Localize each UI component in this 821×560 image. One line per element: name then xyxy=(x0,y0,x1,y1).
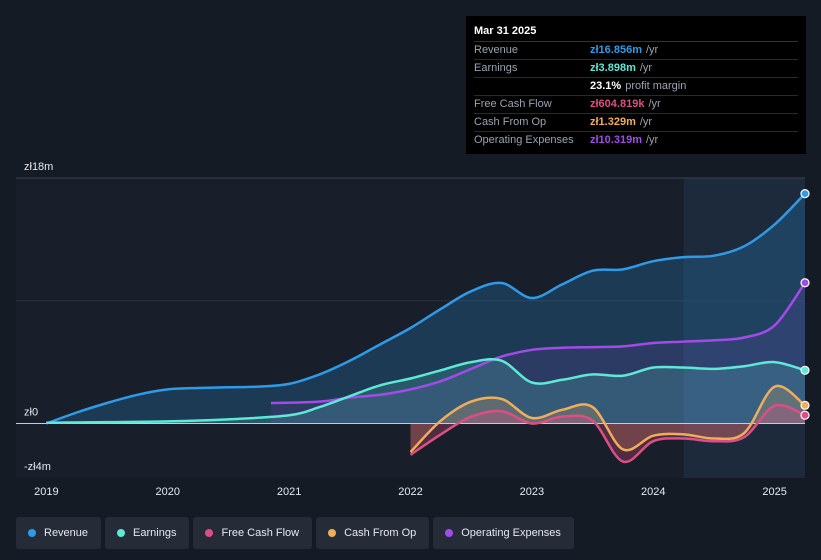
series-end-point-cash-from-op xyxy=(800,400,810,410)
series-line-cash-from-op xyxy=(409,384,806,453)
x-tick-label: 2024 xyxy=(641,486,665,498)
x-tick-label: 2019 xyxy=(34,486,58,498)
tooltip-label: Free Cash Flow xyxy=(474,98,552,110)
tooltip-value: zł16.856m xyxy=(590,44,642,56)
series-end-point-earnings xyxy=(800,365,810,375)
series-line-earnings xyxy=(46,357,806,425)
series-area-free-cash-flow xyxy=(410,405,805,462)
x-tick-label: 2022 xyxy=(398,486,422,498)
tooltip-row-cash-from-op: Cash From Op zł1.329m /yr xyxy=(474,114,798,132)
y-tick-label: -zł4m xyxy=(24,461,51,473)
tooltip-row-revenue: Revenue zł16.856m /yr xyxy=(474,42,798,60)
series-area-revenue xyxy=(46,193,806,424)
tooltip-date: Mar 31 2025 xyxy=(474,24,798,42)
y-tick-label: zł0 xyxy=(24,406,38,418)
tooltip-row-profit-margin: 23.1% profit margin xyxy=(474,78,798,96)
legend-dot-icon xyxy=(28,529,36,537)
legend-dot-icon xyxy=(205,529,214,537)
series-end-point-operating-expenses xyxy=(800,278,810,288)
x-tick-label: 2021 xyxy=(277,486,301,498)
legend-label: Earnings xyxy=(133,527,177,539)
tooltip-value: zł1.329m xyxy=(590,116,636,128)
chart-area: zł18m zł0 -zł4m 2019 2020 2021 2022 2023 2024 202… xyxy=(16,161,810,498)
tooltip-unit: profit margin xyxy=(625,80,687,92)
tooltip-unit: /yr xyxy=(639,116,653,128)
series-line-revenue xyxy=(45,192,806,425)
tooltip-unit: /yr xyxy=(639,62,653,74)
legend-item-cash-from-op[interactable]: Cash From Op xyxy=(316,517,430,549)
series-area-operating-expenses xyxy=(270,282,805,424)
y-tick-label: zł18m xyxy=(24,161,53,173)
series-line-operating-expenses xyxy=(270,281,807,405)
x-tick-label: 2020 xyxy=(155,486,179,498)
x-tick-label: 2025 xyxy=(762,486,786,498)
tooltip-value: zł604.819k xyxy=(590,98,645,110)
legend-item-revenue[interactable]: Revenue xyxy=(16,517,102,549)
legend-label: Operating Expenses xyxy=(461,527,561,539)
tooltip-value: zł3.898m xyxy=(590,62,636,74)
series-area-earnings xyxy=(46,359,806,424)
legend-item-free-cash-flow[interactable]: Free Cash Flow xyxy=(193,517,313,549)
tooltip-value: zł10.319m xyxy=(590,134,642,146)
tooltip-unit: /yr xyxy=(648,98,661,110)
tooltip-label: Cash From Op xyxy=(474,116,547,128)
legend-item-earnings[interactable]: Earnings xyxy=(105,517,190,549)
legend-label: Free Cash Flow xyxy=(221,527,300,539)
series-end-point-revenue xyxy=(800,189,810,199)
tooltip-panel: Mar 31 2025 Revenue zł16.856m /yr Earnin… xyxy=(466,16,806,154)
tooltip-unit: /yr xyxy=(645,134,659,146)
series-end-point-free-cash-flow xyxy=(800,410,810,420)
tooltip-value: 23.1% xyxy=(590,80,622,92)
series-area-cash-from-op xyxy=(410,385,805,453)
tooltip-row-operating-expenses: Operating Expenses zł10.319m /yr xyxy=(474,132,798,149)
tooltip-label: Operating Expenses xyxy=(474,134,574,146)
legend-label: Revenue xyxy=(44,527,89,539)
legend-dot-icon xyxy=(445,529,454,537)
tooltip-row-earnings: Earnings zł3.898m /yr xyxy=(474,60,798,78)
x-tick-label: 2023 xyxy=(520,486,544,498)
legend-dot-icon xyxy=(117,529,126,537)
forecast-region xyxy=(683,178,805,478)
series-line-free-cash-flow xyxy=(409,403,806,464)
tooltip-label: Earnings xyxy=(474,62,518,74)
legend-dot-icon xyxy=(328,529,337,537)
legend: Revenue Earnings Free Cash Flow Cash Fro… xyxy=(16,517,574,549)
tooltip-unit: /yr xyxy=(645,44,659,56)
legend-label: Cash From Op xyxy=(344,527,417,539)
tooltip-label xyxy=(474,78,590,95)
legend-item-operating-expenses[interactable]: Operating Expenses xyxy=(433,517,574,549)
tooltip-label: Revenue xyxy=(474,44,519,56)
tooltip-row-free-cash-flow: Free Cash Flow zł604.819k /yr xyxy=(474,96,798,114)
